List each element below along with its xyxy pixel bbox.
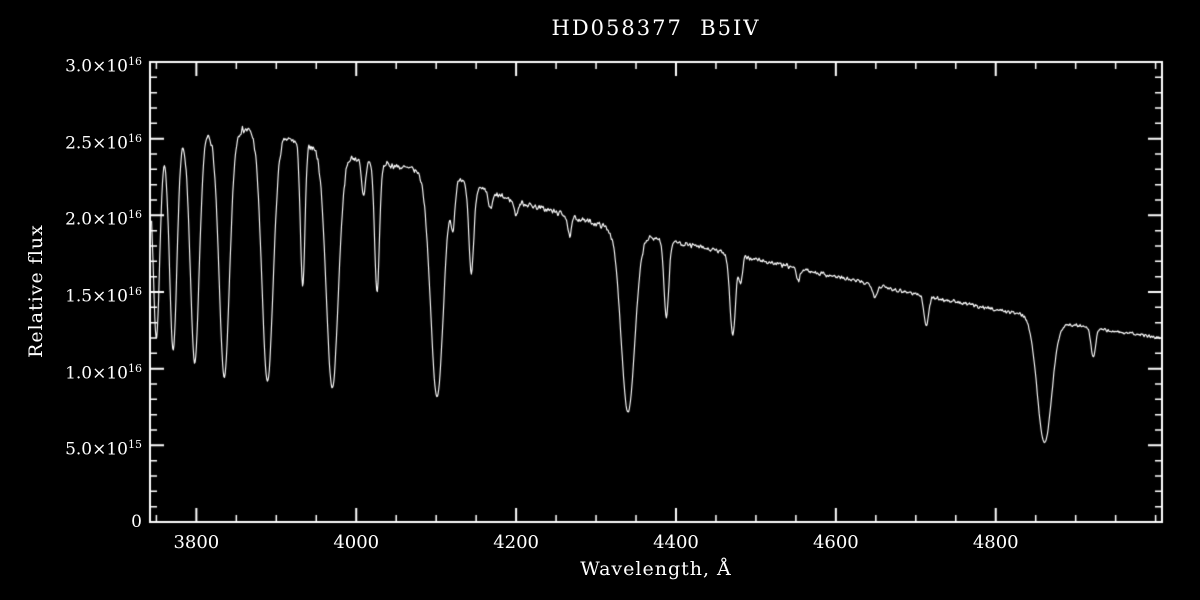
y-tick-label: 1.0×1016 [65, 361, 142, 384]
y-tick-label: 0 [131, 512, 142, 532]
y-tick-label: 2.5×1016 [65, 131, 142, 154]
x-axis-label: Wavelength, Å [580, 558, 732, 580]
x-tick-label: 4600 [812, 532, 859, 553]
x-tick-label: 4800 [972, 532, 1019, 553]
y-tick-label: 3.0×1016 [65, 55, 142, 77]
y-tick-label: 2.0×1016 [65, 208, 142, 230]
x-tick-label: 3800 [173, 532, 220, 553]
x-tick-label: 4200 [493, 532, 540, 553]
y-tick-label: 5.0×1015 [65, 438, 142, 460]
y-tick-label: 1.5×1016 [65, 285, 142, 307]
x-tick-label: 4400 [653, 532, 699, 553]
chart-title: HD058377 B5IV [551, 16, 761, 40]
x-tick-label: 4000 [333, 532, 380, 553]
